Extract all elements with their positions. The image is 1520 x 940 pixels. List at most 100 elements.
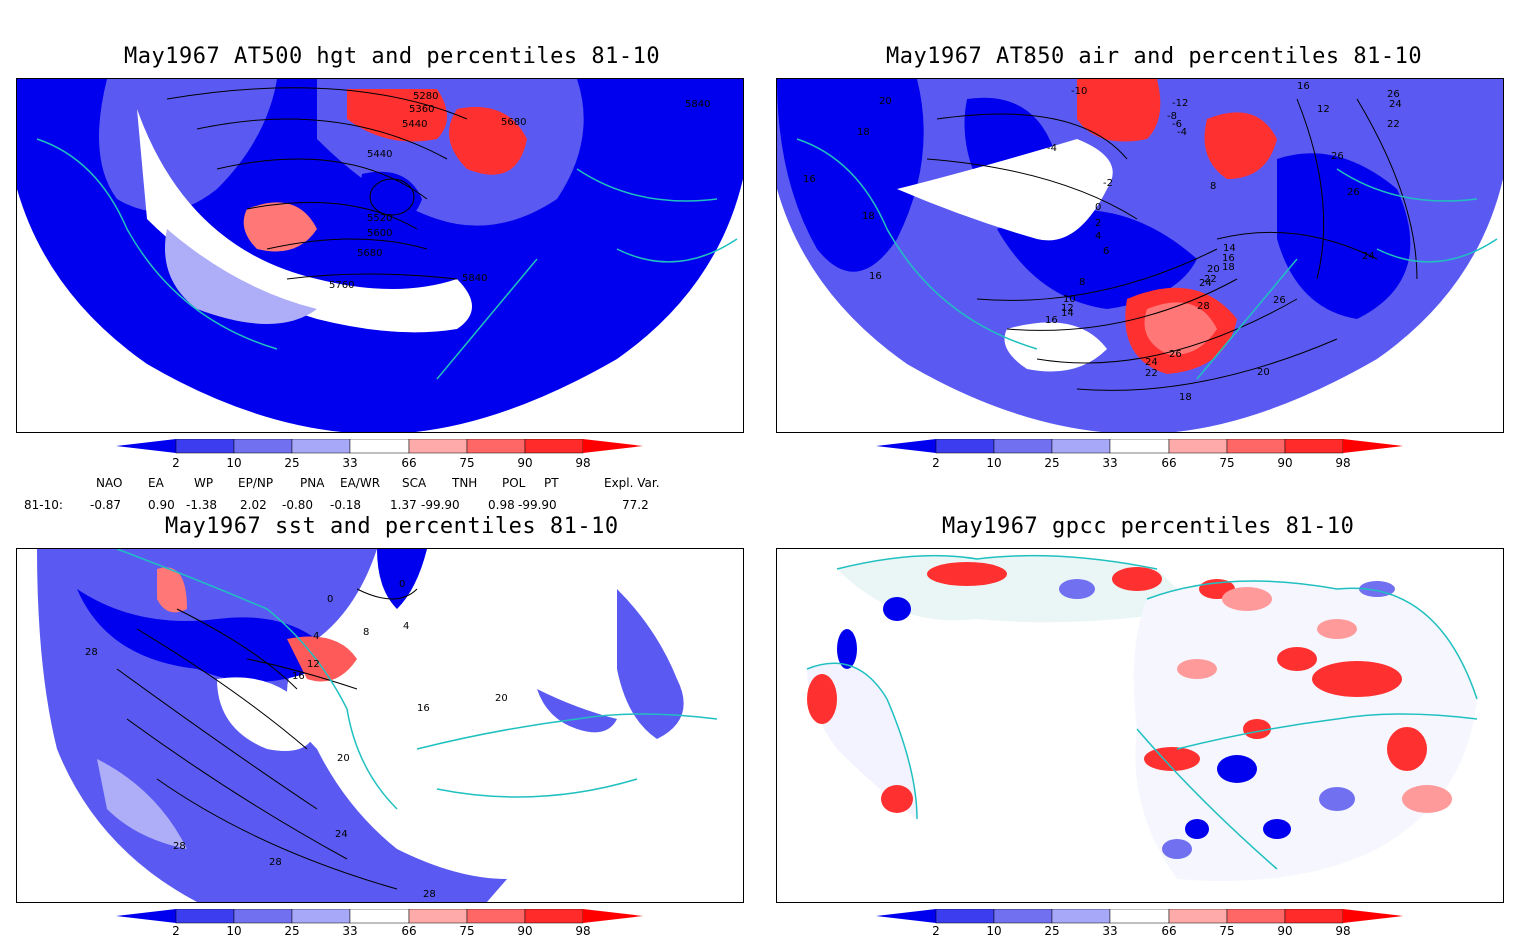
colorbar-label: 98 xyxy=(1335,456,1351,470)
colorbar-label: 75 xyxy=(1219,456,1235,470)
colorbar-label: 66 xyxy=(401,456,417,470)
contour-label: 5280 xyxy=(413,91,438,102)
contour-label: 0 xyxy=(327,594,333,605)
colorbar-label: 2 xyxy=(172,456,180,470)
contour-label: 4 xyxy=(1095,231,1101,242)
contour-label: 28 xyxy=(85,647,98,658)
map-gpcc xyxy=(776,548,1504,903)
contour-label: 18 xyxy=(862,211,875,222)
contour-label: 4 xyxy=(313,631,319,642)
index-header-epnp: EP/NP xyxy=(238,476,274,490)
contour-label: -6 xyxy=(1172,119,1182,130)
contour-label: 8 xyxy=(1079,277,1085,288)
contour-label: 12 xyxy=(1061,303,1074,314)
contour-label: 16 xyxy=(1297,81,1310,92)
contour-label: 20 xyxy=(1257,367,1270,378)
contour-label: -12 xyxy=(1172,98,1188,109)
contour-label: 5680 xyxy=(501,117,526,128)
contour-label: 26 xyxy=(1273,295,1286,306)
contour-label: 5680 xyxy=(357,248,382,259)
panel-title-hgt500: May1967 AT500 hgt and percentiles 81-10 xyxy=(124,44,661,69)
contour-label: 5600 xyxy=(367,228,392,239)
colorbar-label: 75 xyxy=(459,456,475,470)
panel-title-air850: May1967 AT850 air and percentiles 81-10 xyxy=(886,44,1423,69)
index-value-expl-var: 77.2 xyxy=(622,498,649,512)
index-value-pna: -0.80 xyxy=(282,498,314,512)
colorbar-label: 25 xyxy=(284,456,300,470)
colorbar-label: 98 xyxy=(575,456,591,470)
contour-label: -8 xyxy=(1167,111,1177,122)
colorbar-label: 90 xyxy=(517,456,533,470)
contour-label: 22 xyxy=(1387,119,1400,130)
colorbar-label: 33 xyxy=(342,924,358,938)
colorbar-label: 10 xyxy=(226,924,242,938)
colorbar-label: 2 xyxy=(932,924,940,938)
map-sst: 0 0 4 8 4 12 16 16 20 28 20 24 28 28 28 xyxy=(16,548,744,903)
index-value-nao: -0.87 xyxy=(90,498,122,512)
contour-label: 14 xyxy=(1223,243,1236,254)
colorbar-label: 66 xyxy=(401,924,417,938)
contour-label: 5440 xyxy=(402,119,427,130)
colorbar-label: 10 xyxy=(986,924,1002,938)
index-row-label: 81-10: xyxy=(24,498,63,512)
map-hgt500: 5280 5360 5440 5680 5440 5520 5600 5680 … xyxy=(16,78,744,433)
index-value-eawr: -0.18 xyxy=(330,498,362,512)
colorbar-label: 66 xyxy=(1161,456,1177,470)
contour-label: 5760 xyxy=(329,280,354,291)
contour-label: 8 xyxy=(363,627,369,638)
colorbar-bottom-right xyxy=(876,909,1403,924)
index-value-sca: 1.37 xyxy=(390,498,417,512)
index-header-sca: SCA xyxy=(402,476,427,490)
index-header-eawr: EA/WR xyxy=(340,476,381,490)
panel-title-gpcc: May1967 gpcc percentiles 81-10 xyxy=(942,514,1355,539)
colorbar-label: 90 xyxy=(517,924,533,938)
index-value-wp: -1.38 xyxy=(186,498,218,512)
contour-label: 26 xyxy=(1169,349,1182,360)
contour-label: 26 xyxy=(1331,151,1344,162)
map-gpcc-svg xyxy=(806,554,1478,881)
contour-label: 28 xyxy=(423,889,436,900)
index-header-nao: NAO xyxy=(96,476,123,490)
colorbar-label: 10 xyxy=(226,456,242,470)
colorbar-label: 33 xyxy=(1102,924,1118,938)
index-value-ea: 0.90 xyxy=(148,498,175,512)
contour-label: 18 xyxy=(1222,262,1235,273)
contour-label: 16 xyxy=(869,271,882,282)
colorbar-label: 75 xyxy=(1219,924,1235,938)
contour-label: 5840 xyxy=(685,99,710,110)
contour-label: 6 xyxy=(1103,246,1109,257)
contour-label: 5840 xyxy=(462,273,487,284)
map-sst-svg: 0 0 4 8 4 12 16 16 20 28 20 24 28 28 28 xyxy=(37,549,718,902)
contour-label: 14 xyxy=(1061,308,1074,319)
map-air850-svg: 20 -10 -12 -8 -6 -4 16 12 -4 26 24 22 18… xyxy=(777,79,1503,432)
index-value-epnp: 2.02 xyxy=(240,498,267,512)
contour-label: -4 xyxy=(1177,127,1187,138)
contour-label: -2 xyxy=(1103,178,1113,189)
contour-label: 12 xyxy=(307,659,320,670)
map-air850: 20 -10 -12 -8 -6 -4 16 12 -4 26 24 22 18… xyxy=(776,78,1504,433)
contour-label: 24 xyxy=(1362,251,1375,262)
contour-label: 8 xyxy=(1210,181,1216,192)
contour-label: 16 xyxy=(292,671,305,682)
colorbar-label: 33 xyxy=(342,456,358,470)
index-header-pol: POL xyxy=(502,476,526,490)
contour-label: 2 xyxy=(1095,218,1101,229)
colorbar-label: 75 xyxy=(459,924,475,938)
colorbar-label: 25 xyxy=(284,924,300,938)
panel-title-sst: May1967 sst and percentiles 81-10 xyxy=(165,514,619,539)
colorbar-label: 98 xyxy=(1335,924,1351,938)
contour-label: 20 xyxy=(1207,264,1220,275)
contour-label: 28 xyxy=(173,841,186,852)
index-header-expl-var: Expl. Var. xyxy=(604,476,660,490)
contour-label: 24 xyxy=(1145,357,1158,368)
contour-label: 10 xyxy=(1063,294,1076,305)
contour-label: 20 xyxy=(495,693,508,704)
colorbar-label: 25 xyxy=(1044,924,1060,938)
colorbar-label: 90 xyxy=(1277,924,1293,938)
index-header-ea: EA xyxy=(148,476,164,490)
map-hgt500-svg: 5280 5360 5440 5680 5440 5520 5600 5680 … xyxy=(17,79,743,432)
contour-label: 18 xyxy=(1179,392,1192,403)
colorbar-label: 98 xyxy=(575,924,591,938)
contour-label: 5440 xyxy=(367,149,392,160)
contour-label: 18 xyxy=(857,127,870,138)
